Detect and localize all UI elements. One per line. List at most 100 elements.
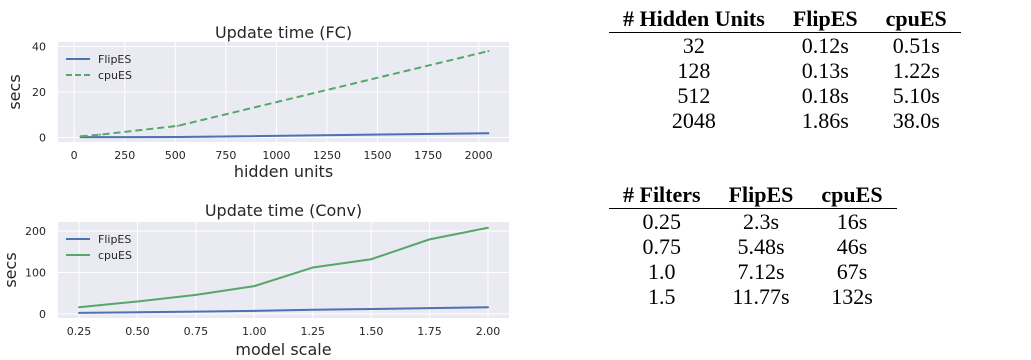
y-axis-label: secs [5, 74, 24, 109]
x-tick-label: 1750 [414, 149, 442, 162]
y-tick-label: 0 [39, 308, 46, 321]
table-cell: 1.0 [648, 259, 676, 284]
x-axis-label: hidden units [234, 162, 333, 181]
data-point [176, 124, 179, 127]
table-cell: 2.3s [742, 209, 780, 234]
table-cell: 7.12s [737, 259, 785, 284]
x-tick-label: 0.50 [125, 325, 150, 338]
table-cell: 38.0s [892, 108, 940, 133]
table-cell: 2048 [671, 108, 716, 133]
table-cell: 5.10s [892, 83, 940, 108]
table-row: 128 0.13s 1.22s [609, 58, 961, 83]
data-point [78, 306, 81, 309]
table-cell: 16s [836, 209, 868, 234]
x-tick-label: 2.00 [476, 325, 501, 338]
table-cell: 1.5 [648, 284, 676, 309]
x-tick-label: 1.75 [417, 325, 442, 338]
data-point [176, 136, 179, 139]
data-point [486, 226, 489, 229]
x-tick-label: 1500 [364, 149, 392, 162]
table-cell: 32 [682, 33, 705, 58]
y-tick-label: 40 [32, 41, 46, 54]
table-cell: 0.12s [801, 33, 849, 58]
x-tick-label: 1.25 [300, 325, 325, 338]
chart-title: Update time (FC) [215, 23, 352, 42]
table-cell: 1.22s [892, 58, 940, 83]
x-tick-label: 1000 [262, 149, 290, 162]
table-cell: 0.25 [642, 209, 682, 234]
table-header-row: # Hidden Units FlipES cpuES [609, 6, 961, 33]
x-axis-label: model scale [235, 340, 331, 359]
legend-label: cpuES [98, 69, 132, 82]
table-header-cell: cpuES [871, 6, 961, 33]
data-point [370, 307, 373, 310]
hidden-units-table: # Hidden Units FlipES cpuES 32 0.12s 0.5… [609, 6, 961, 133]
table-cell: 512 [677, 83, 711, 108]
x-tick-label: 750 [215, 149, 236, 162]
table-header-row: # Filters FlipES cpuES [609, 182, 897, 209]
series-line-flipes [79, 306, 488, 314]
table-cell: 5.48s [737, 234, 785, 259]
data-point [486, 306, 489, 309]
x-tick-label: 250 [114, 149, 135, 162]
data-point [78, 311, 81, 314]
y-tick-label: 200 [25, 225, 46, 238]
data-point [428, 238, 431, 241]
data-point [253, 285, 256, 288]
filters-table: # Filters FlipES cpuES 0.25 2.3s 16s 0.7… [609, 182, 897, 309]
x-tick-label: 1.00 [242, 325, 267, 338]
data-point [136, 311, 139, 314]
table-cell: 67s [836, 259, 868, 284]
x-tick-label: 0.75 [184, 325, 209, 338]
data-point [428, 307, 431, 310]
data-point [370, 258, 373, 261]
series-line-cpues [78, 226, 489, 309]
series-line-flipes [80, 132, 489, 139]
table-cell: 132s [831, 284, 873, 309]
legend-label: FlipES [98, 233, 131, 246]
y-tick-label: 100 [25, 266, 46, 279]
legend-label: cpuES [98, 249, 132, 262]
data-point [99, 136, 102, 139]
x-tick-label: 0.25 [67, 325, 92, 338]
data-point [311, 308, 314, 311]
table-row: 1.0 7.12s 67s [609, 259, 897, 284]
data-point [136, 300, 139, 303]
chart-title: Update time (Conv) [205, 201, 362, 220]
table-row: 1.5 11.77s 132s [609, 284, 897, 309]
table-cell: 0.18s [801, 83, 849, 108]
table-header-cell: cpuES [807, 182, 897, 209]
table-cell: 0.51s [892, 33, 940, 58]
y-tick-label: 20 [32, 86, 46, 99]
table-row: 32 0.12s 0.51s [609, 33, 961, 59]
table-cell: 11.77s [732, 284, 790, 309]
charts-area: 0 250 500 750 1000 1250 1500 1750 200002040Updat… [1, 23, 509, 359]
table-cell: 128 [677, 58, 711, 83]
x-tick-label: 0 [71, 149, 78, 162]
x-tick-label: 1250 [313, 149, 341, 162]
table-row: 0.25 2.3s 16s [609, 209, 897, 235]
table-cell: 0.75 [642, 234, 682, 259]
data-point [194, 293, 197, 296]
x-tick-label: 1.50 [359, 325, 384, 338]
y-tick-label: 0 [39, 131, 46, 144]
table-header-cell: FlipES [714, 182, 808, 209]
data-point [487, 50, 490, 53]
table-header-cell: # Filters [609, 182, 715, 209]
data-point [79, 135, 82, 138]
data-point [99, 133, 102, 136]
y-axis-label: secs [1, 252, 20, 287]
data-point [194, 310, 197, 313]
table-row: 512 0.18s 5.10s [609, 83, 961, 108]
series-line-cpues [80, 50, 489, 138]
table-cell: 1.86s [801, 108, 849, 133]
x-tick-label: 2000 [465, 149, 493, 162]
data-point [311, 266, 314, 269]
table-header-cell: FlipES [778, 6, 872, 33]
data-point [487, 132, 490, 135]
table-row: 0.75 5.48s 46s [609, 234, 897, 259]
table-header-cell: # Hidden Units [609, 6, 779, 33]
data-point [253, 309, 256, 312]
table-cell: 0.13s [801, 58, 849, 83]
table-cell: 46s [836, 234, 868, 259]
